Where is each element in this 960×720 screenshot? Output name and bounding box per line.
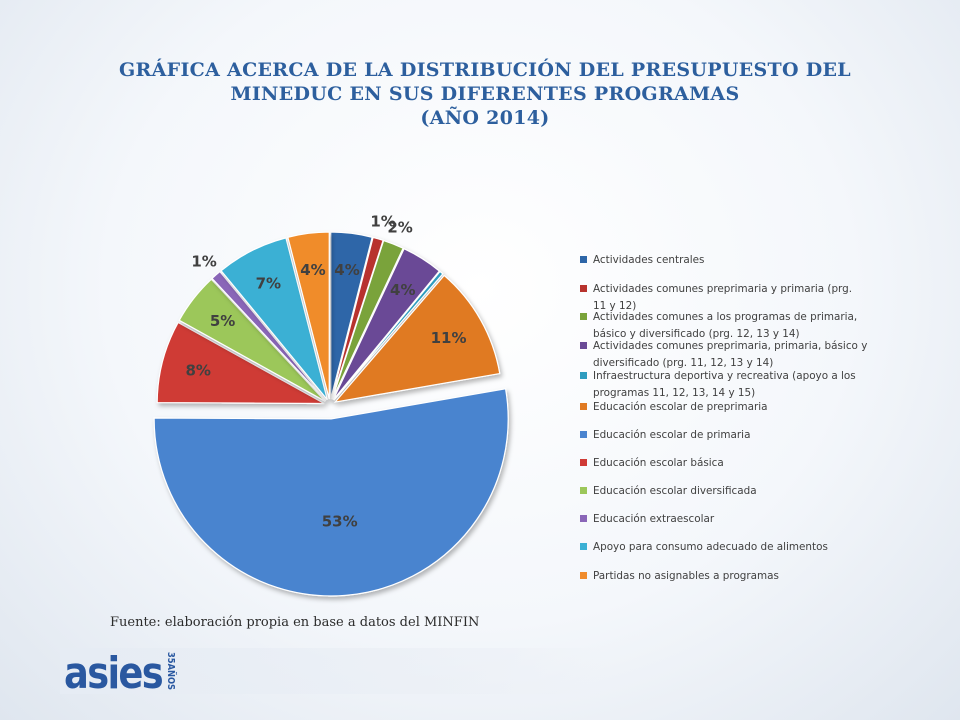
source-note: Fuente: elaboración propia en base a dat… (110, 615, 480, 630)
pie-slice (211, 270, 327, 401)
svg-text:35AÑOS: 35AÑOS (165, 652, 178, 690)
pie-data-label: 8% (185, 362, 210, 380)
legend-label: Apoyo para consumo adecuado de alimentos (593, 541, 828, 553)
legend-label: Actividades comunes a los programas de p… (593, 311, 858, 340)
legend-swatch (580, 572, 587, 579)
title-line-2: MINEDUC EN SUS DIFERENTES PROGRAMAS (230, 83, 740, 105)
legend-item: Educación escolar básica (580, 455, 868, 472)
legend-swatch (580, 459, 587, 466)
pie-slice (153, 388, 509, 597)
pie-slice (156, 321, 325, 405)
legend-swatch (580, 313, 587, 320)
legend-swatch (580, 487, 587, 494)
legend-item: Actividades comunes preprimaria y primar… (580, 281, 868, 315)
pie-data-label: 11% (431, 329, 467, 347)
legend-item: Apoyo para consumo adecuado de alimentos (580, 539, 868, 556)
legend-item: Educación escolar de preprimaria (580, 399, 868, 416)
legend-item: Actividades comunes a los programas de p… (580, 309, 868, 343)
legend-item: Educación extraescolar (580, 511, 868, 528)
legend-item: Educación escolar de primaria (580, 427, 868, 444)
pie-slice (333, 270, 444, 401)
legend-label: Actividades centrales (593, 254, 705, 266)
title-line-1: GRÁFICA ACERCA DE LA DISTRIBUCIÓN DEL PR… (119, 59, 851, 81)
pie-data-label: 5% (210, 312, 235, 330)
legend-label: Educación escolar básica (593, 457, 724, 469)
asies-logo: asies 35AÑOS (64, 650, 178, 694)
pie-data-labels: 4%1%2%4%11%53%8%5%1%7%4% (185, 213, 466, 531)
legend-label: Infraestructura deportiva y recreativa (… (593, 370, 856, 399)
legend-swatch (580, 342, 587, 349)
legend-item: Actividades centrales (580, 252, 868, 269)
svg-text:asies: asies (64, 650, 163, 694)
legend-label: Actividades comunes preprimaria, primari… (593, 340, 868, 369)
pie-slice (332, 247, 441, 401)
legend-swatch (580, 403, 587, 410)
legend-swatch (580, 372, 587, 379)
legend-swatch (580, 515, 587, 522)
legend-item: Actividades comunes preprimaria, primari… (580, 338, 868, 372)
legend-item: Educación escolar diversificada (580, 483, 868, 500)
legend-item: Infraestructura deportiva y recreativa (… (580, 368, 868, 402)
footer-bar (60, 648, 605, 694)
pie-data-label: 1% (370, 213, 395, 231)
pie-data-label: 4% (334, 261, 359, 279)
chart-title: GRÁFICA ACERCA DE LA DISTRIBUCIÓN DEL PR… (60, 58, 910, 130)
legend-label: Educación extraescolar (593, 513, 715, 525)
title-line-3: (AÑO 2014) (420, 107, 550, 129)
pie-slice (178, 278, 326, 402)
pie-data-label: 7% (256, 274, 281, 292)
pie-data-label: 4% (300, 261, 325, 279)
legend-label: Educación escolar de primaria (593, 429, 751, 441)
pie-data-label: 53% (322, 512, 358, 530)
pie-data-label: 1% (191, 252, 216, 270)
pie-slices (153, 231, 509, 597)
legend-item: Partidas no asignables a programas (580, 568, 868, 585)
pie-slice (287, 231, 330, 400)
legend-swatch (580, 543, 587, 550)
legend-swatch (580, 256, 587, 263)
legend-label: Educación escolar de preprimaria (593, 401, 768, 413)
legend-label: Actividades comunes preprimaria y primar… (593, 283, 853, 312)
legend-swatch (580, 431, 587, 438)
pie-slice (331, 239, 404, 400)
pie-slice (330, 231, 373, 400)
pie-data-label: 4% (390, 281, 415, 299)
pie-data-label: 2% (387, 218, 412, 236)
legend-label: Educación escolar diversificada (593, 485, 757, 497)
pie-slice (333, 274, 501, 403)
legend-label: Partidas no asignables a programas (593, 570, 779, 582)
legend-swatch (580, 285, 587, 292)
pie-slice (220, 237, 328, 401)
